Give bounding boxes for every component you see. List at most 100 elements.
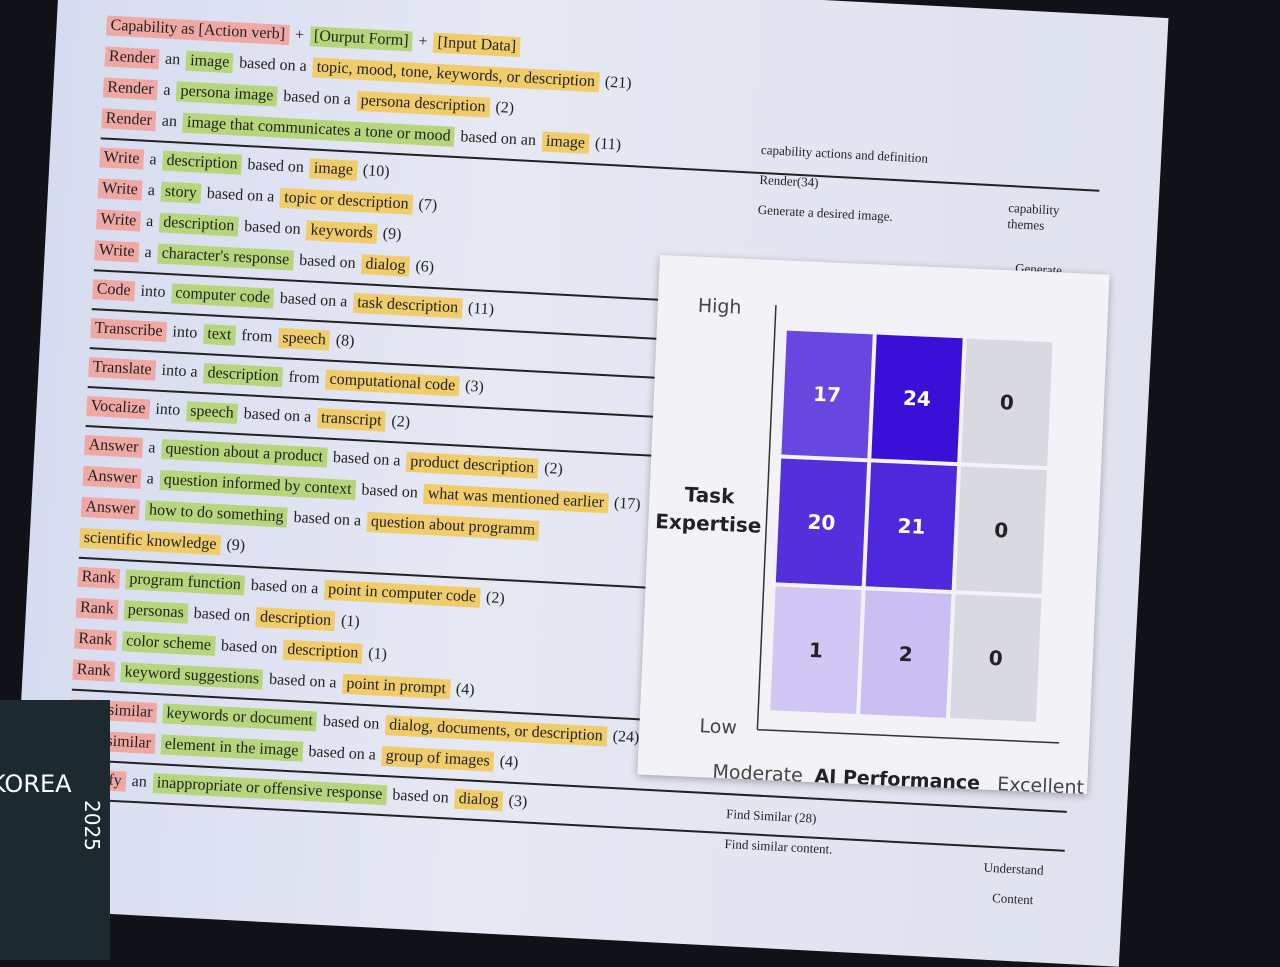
text: into [155, 400, 181, 419]
text: (21) [604, 73, 633, 92]
tag: [Ourput Form] [309, 25, 414, 52]
text: based on a [268, 670, 337, 691]
tag: computer code [170, 282, 275, 309]
text: + [294, 25, 305, 44]
cell-label: 17 [813, 382, 842, 407]
text: (4) [499, 752, 519, 771]
tag: product description [405, 451, 539, 479]
tag: what was mentioned earlier [423, 483, 609, 513]
text: (6) [415, 257, 435, 276]
tag: Rank [72, 659, 116, 682]
tag: [Input Data] [433, 32, 521, 57]
side-text: capability themes [1007, 199, 1060, 233]
text: an [164, 50, 181, 68]
tag: Write [95, 208, 141, 232]
y-end-label: Low [699, 715, 737, 739]
tag: program function [124, 568, 246, 596]
text: (9) [382, 224, 402, 243]
heat-cell [781, 330, 873, 459]
tag: description [255, 606, 336, 631]
text: (2) [495, 98, 515, 117]
text: (1) [340, 612, 361, 631]
tag: Rank [74, 628, 117, 651]
tag: story [160, 181, 202, 204]
tag: question about programm [366, 511, 540, 541]
tag: task description [352, 292, 463, 319]
text: a [144, 243, 153, 261]
text: (1) [367, 644, 388, 663]
text: based on a [293, 508, 362, 530]
text: from [288, 368, 321, 387]
heat-cell [961, 338, 1053, 467]
text: a [149, 150, 158, 168]
tag: image [309, 157, 358, 181]
heat-cell [955, 466, 1047, 594]
tag: Transcribe [90, 317, 168, 342]
tag: Vocalize [86, 395, 150, 419]
text: into a [161, 361, 199, 381]
text: based on a [250, 576, 319, 597]
tag: scientific knowledge [79, 527, 221, 555]
text: a [145, 212, 154, 230]
tag: Capability as [Action verb] [106, 15, 290, 45]
tag: transcript [316, 407, 387, 432]
sign-year: 2025 [80, 800, 104, 851]
sign-text: KOREA [0, 770, 72, 798]
text: (11) [467, 299, 495, 318]
text: based on an [460, 127, 537, 149]
tag: persona image [176, 80, 278, 107]
tag: personas [123, 599, 189, 624]
tag: description [203, 362, 284, 387]
side-text: Render(34) [759, 171, 819, 190]
text: (7) [418, 195, 438, 214]
text: (11) [594, 134, 622, 154]
heatmap-card: 17 24 0 20 21 0 1 2 0 High Low Moderate Excellent AI … [637, 255, 1110, 799]
cell-label: 24 [903, 386, 932, 411]
tag: speech [277, 327, 331, 351]
tag: speech [185, 400, 239, 424]
text: into [140, 282, 166, 301]
text: based on a [243, 404, 312, 426]
tag: keywords [306, 219, 378, 244]
tag: Answer [84, 434, 143, 458]
tag: image [185, 50, 234, 73]
text: (4) [455, 680, 476, 699]
cell-label: 0 [994, 518, 1009, 543]
tag: Rank [77, 566, 121, 589]
tag: Write [97, 177, 143, 201]
text: (10) [362, 161, 390, 181]
tag: Render [104, 46, 160, 69]
text: a [163, 81, 172, 99]
text: (17) [613, 494, 642, 513]
heat-cell [950, 594, 1042, 722]
tag: Code [92, 278, 136, 301]
cell-label: 2 [898, 642, 913, 667]
text: based on [322, 712, 380, 733]
tag: description [282, 639, 363, 664]
text: (9) [226, 536, 246, 554]
tag: element in the image [160, 733, 303, 762]
tag: topic or description [279, 187, 414, 215]
text: into [172, 322, 198, 342]
event-sign: KOREA 2025 [0, 700, 110, 960]
heat-cell [770, 586, 862, 714]
text: (2) [391, 412, 411, 431]
text: (8) [335, 331, 355, 350]
text: based on [361, 481, 419, 501]
tag: group of images [381, 745, 495, 772]
text: based on a [206, 184, 275, 206]
text: + [418, 32, 429, 50]
y-axis [756, 305, 777, 730]
tag: point in prompt [341, 673, 451, 699]
heat-cell [871, 334, 963, 463]
tag: keywords or document [161, 702, 318, 731]
tag: Render [101, 107, 157, 131]
text: based on a [282, 87, 352, 108]
text: (24) [612, 727, 640, 746]
tag: Write [94, 239, 140, 263]
text: based on [220, 636, 278, 657]
text: based on [193, 604, 251, 625]
cell-label: 21 [897, 514, 926, 539]
tag: character's response [157, 243, 294, 271]
